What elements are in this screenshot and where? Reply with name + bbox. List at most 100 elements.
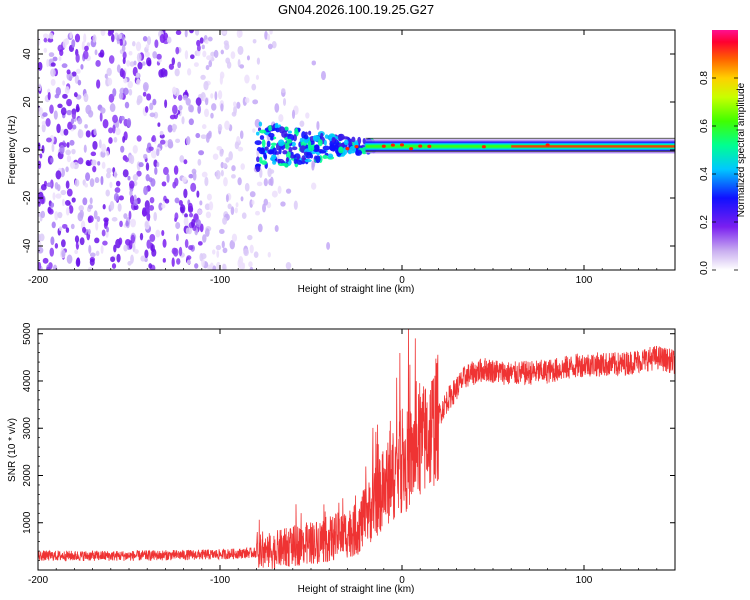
noise-blob bbox=[41, 120, 47, 126]
signal-blob bbox=[285, 157, 290, 163]
noise-blob bbox=[192, 171, 197, 181]
noise-blob bbox=[112, 124, 116, 134]
noise-blob bbox=[252, 99, 259, 105]
noise-blob bbox=[59, 226, 63, 232]
noise-blob bbox=[149, 102, 154, 111]
noise-blob bbox=[50, 157, 54, 164]
noise-blob bbox=[156, 161, 160, 168]
noise-blob bbox=[93, 128, 97, 136]
noise-blob bbox=[225, 57, 231, 64]
noise-blob bbox=[196, 39, 201, 47]
signal-blob bbox=[351, 136, 356, 143]
noise-blob bbox=[190, 182, 197, 192]
noise-blob bbox=[161, 204, 166, 209]
noise-blob bbox=[102, 204, 106, 210]
signal-hotspot bbox=[427, 144, 432, 148]
noise-blob bbox=[291, 109, 296, 119]
noise-blob bbox=[95, 221, 99, 231]
x-tick-label: 100 bbox=[576, 275, 593, 286]
noise-blob bbox=[161, 181, 167, 187]
noise-blob bbox=[252, 128, 256, 133]
noise-blob bbox=[129, 180, 135, 189]
noise-blob bbox=[189, 30, 194, 34]
x-tick-label: 0 bbox=[399, 575, 405, 586]
noise-blob bbox=[58, 56, 62, 61]
noise-blob bbox=[253, 251, 259, 259]
noise-blob bbox=[223, 177, 228, 187]
x-tick-label: -100 bbox=[210, 275, 230, 286]
noise-blob bbox=[220, 169, 224, 177]
noise-blob bbox=[185, 227, 190, 235]
spectrogram-panel: -200 -100 0 100 40 20 0 -20 -40 Height of strai… bbox=[7, 29, 676, 295]
noise-blob bbox=[122, 57, 126, 65]
noise-blob bbox=[219, 75, 223, 85]
noise-blob bbox=[175, 233, 179, 242]
noise-blob bbox=[119, 115, 125, 121]
noise-blob bbox=[204, 108, 209, 118]
signal-peak-line bbox=[511, 145, 675, 148]
x-tick-label: -200 bbox=[28, 275, 48, 286]
noise-blob bbox=[204, 176, 209, 187]
noise-blob bbox=[91, 159, 97, 166]
noise-blob bbox=[150, 150, 157, 159]
noise-blob bbox=[52, 192, 56, 201]
noise-blob bbox=[38, 160, 42, 169]
noise-blob bbox=[113, 244, 117, 253]
noise-blob bbox=[281, 88, 286, 94]
noise-blob bbox=[74, 235, 80, 243]
noise-blob bbox=[100, 107, 106, 114]
noise-blob bbox=[60, 107, 67, 116]
signal-blob bbox=[296, 156, 300, 161]
noise-blob bbox=[105, 189, 110, 197]
noise-blob bbox=[135, 72, 140, 78]
noise-blob bbox=[222, 247, 228, 254]
noise-blob bbox=[75, 68, 81, 74]
signal-blob bbox=[259, 135, 265, 140]
noise-blob bbox=[185, 136, 191, 146]
noise-blob bbox=[246, 55, 250, 61]
noise-blob bbox=[46, 58, 50, 68]
signal-blob bbox=[268, 150, 273, 155]
noise-blob bbox=[133, 199, 138, 207]
noise-blob bbox=[67, 121, 73, 130]
noise-blob bbox=[210, 93, 214, 99]
signal-blob bbox=[268, 125, 272, 132]
signal-hotspot bbox=[400, 143, 404, 147]
signal-blob bbox=[270, 142, 277, 146]
colorbar-ticks: 0.0 0.2 0.4 0.6 0.8 bbox=[699, 71, 738, 275]
noise-blob bbox=[128, 50, 133, 56]
noise-blob bbox=[305, 112, 310, 119]
signal-blob bbox=[277, 139, 285, 147]
noise-blob bbox=[204, 228, 210, 237]
spectrogram-noise-layer bbox=[38, 30, 331, 270]
signal-blob bbox=[282, 150, 288, 155]
noise-blob bbox=[263, 198, 268, 206]
noise-blob bbox=[84, 45, 89, 52]
noise-blob bbox=[144, 249, 149, 259]
noise-blob bbox=[108, 137, 113, 144]
noise-blob bbox=[74, 179, 80, 187]
noise-blob bbox=[274, 103, 280, 113]
signal-blob bbox=[259, 156, 263, 164]
noise-blob bbox=[61, 63, 68, 69]
noise-blob bbox=[135, 41, 142, 52]
noise-blob bbox=[237, 58, 241, 68]
noise-blob bbox=[248, 261, 253, 268]
noise-blob bbox=[201, 124, 207, 130]
noise-blob bbox=[176, 258, 181, 265]
noise-blob bbox=[132, 174, 139, 182]
signal-hotspot bbox=[354, 144, 359, 149]
noise-blob bbox=[277, 185, 282, 195]
noise-blob bbox=[101, 229, 106, 237]
noise-blob bbox=[140, 255, 146, 262]
signal-blob bbox=[272, 160, 277, 165]
signal-blob bbox=[299, 137, 304, 143]
noise-blob bbox=[148, 205, 155, 211]
noise-blob bbox=[145, 44, 150, 49]
noise-blob bbox=[113, 192, 119, 202]
noise-blob bbox=[221, 30, 227, 34]
noise-blob bbox=[225, 194, 229, 203]
y-tick-label: 3000 bbox=[22, 417, 33, 440]
noise-blob bbox=[89, 197, 93, 205]
noise-blob bbox=[42, 112, 48, 117]
